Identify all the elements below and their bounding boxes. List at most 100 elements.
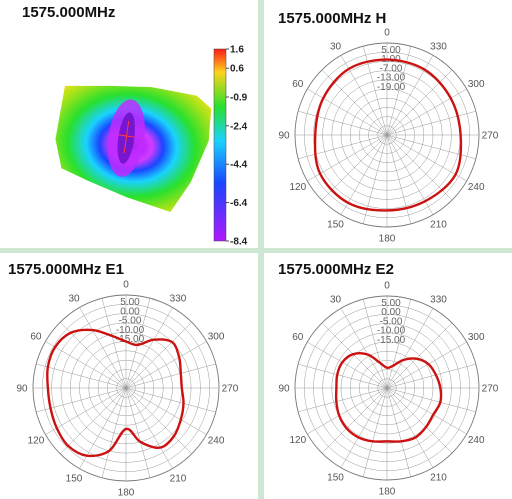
polar-grid-spoke — [125, 322, 192, 389]
polar-grid-spoke — [386, 110, 476, 136]
polar-angle-label: 60 — [292, 79, 304, 90]
polar-grid-spoke — [386, 299, 412, 389]
polar-grid-spoke — [298, 134, 388, 160]
polar-grid-spoke — [321, 69, 388, 136]
polar-angle-label: 90 — [16, 384, 28, 395]
polar-radial-tick-label: -15.00 — [116, 334, 145, 345]
polar-angle-label: 180 — [379, 487, 396, 498]
polar-grid-spoke — [321, 322, 388, 389]
polar-radial-tick-label: -10.00 — [377, 326, 406, 337]
polar-radial-tick-label: -19.00 — [377, 82, 406, 93]
polar-grid-spoke — [386, 88, 467, 136]
polar-angle-label: 120 — [289, 182, 306, 193]
polar-angle-label: 120 — [289, 435, 306, 446]
polar-angle-label: 240 — [468, 182, 485, 193]
polar-grid-spoke — [386, 322, 453, 389]
polar-angle-label: 210 — [170, 474, 187, 485]
polar-angle-label: 300 — [468, 332, 485, 343]
colorbar-tick-label: -6.4 — [230, 198, 248, 209]
polar-radial-tick-label: 0.00 — [381, 307, 401, 318]
polar-grid-spoke — [386, 308, 434, 389]
polar-radial-tick-label: -15.00 — [377, 335, 406, 346]
horizontal-divider — [0, 248, 512, 253]
polar-grid-spoke — [125, 387, 216, 413]
polar-angle-label: 60 — [30, 332, 42, 343]
polar-angle-label: 300 — [468, 79, 485, 90]
polar-grid-spoke — [307, 387, 388, 435]
polar-grid-spoke — [386, 387, 453, 454]
heatmap-surface — [55, 85, 212, 212]
polar-chart-h: 30033030027024021018015012090605.001.00-… — [278, 28, 498, 245]
polar-radial-tick-label: 5.00 — [381, 45, 401, 56]
polar-grid-spoke — [298, 363, 388, 389]
polar-radial-tick-label: -7.00 — [380, 63, 403, 74]
polar-angle-label: 240 — [468, 435, 485, 446]
polar-grid-spoke — [386, 387, 412, 477]
polar-grid-spoke — [386, 363, 476, 389]
polar-grid-spoke — [386, 134, 434, 215]
polar-grid-spoke — [298, 387, 388, 413]
polar-h-panel: 1575.000MHz H 30 0 330 300 270 240 210 180 150 12… — [264, 0, 512, 248]
polar-grid-spoke — [386, 134, 453, 201]
polar-radial-tick-label: 5.00 — [120, 297, 140, 308]
polar-grid-spoke — [386, 341, 467, 389]
panel-title: 1575.000MHz E1 — [8, 261, 124, 278]
polar-grid-spoke — [45, 387, 127, 435]
polar-e1-panel: 1575.000MHz E1 30 0 330 300 270 240 210 180 150 1… — [0, 253, 258, 499]
polar-angle-label: 30 — [330, 294, 342, 305]
polar-grid-spoke — [101, 387, 127, 478]
polar-radial-tick-label: -5.00 — [119, 316, 142, 327]
polar-angle-label: 0 — [384, 281, 390, 292]
polar-grid-spoke — [340, 308, 388, 389]
polar-grid-spoke — [362, 299, 388, 389]
polar-chart-e2: 30033030027024021018015012090605.000.00-… — [278, 281, 499, 498]
polar-grid-spoke — [307, 88, 388, 136]
polar-grid-spoke — [386, 69, 453, 136]
polar-grid-spoke — [307, 341, 388, 389]
polar-angle-label: 60 — [292, 332, 304, 343]
polar-angle-label: 90 — [278, 384, 290, 395]
polar-angle-label: 210 — [430, 473, 447, 484]
polar-angle-label: 270 — [222, 384, 239, 395]
polar-grid-spoke — [321, 387, 388, 454]
polar-radial-tick-label: -13.00 — [377, 73, 406, 84]
polar-grid-spoke — [125, 387, 151, 478]
polar-grid-spoke — [386, 387, 467, 435]
colorbar-tick-label: -0.9 — [230, 93, 248, 104]
polar-angle-label: 330 — [170, 293, 187, 304]
colorbar-tick-label: -2.4 — [230, 121, 248, 132]
polar-e2-panel: 1575.000MHz E2 30 0 330 300 270 240 210 180 150 1… — [264, 253, 512, 499]
polar-angle-label: 270 — [482, 384, 499, 395]
polar-grid-spoke — [386, 387, 434, 468]
polar-angle-label: 30 — [330, 41, 342, 52]
polar-grid-spoke — [60, 387, 127, 454]
polar-grid-spoke — [125, 298, 151, 389]
colorbar-tick-label: 0.6 — [230, 64, 244, 75]
panel-title: 1575.000MHz H — [278, 10, 387, 27]
colorbar-tick-label: -4.4 — [230, 160, 248, 171]
polar-angle-label: 240 — [208, 436, 225, 447]
polar-grid-spoke — [340, 134, 388, 215]
polar-radial-tick-label: 0.00 — [120, 306, 140, 317]
polar-grid-spoke — [386, 55, 434, 136]
polar-angle-label: 0 — [123, 280, 129, 291]
polar-series-line — [313, 58, 463, 212]
polar-angle-label: 150 — [327, 473, 344, 484]
polar-series-line — [334, 352, 443, 443]
colorbar-tick-label: -8.4 — [230, 237, 248, 248]
colorbar-tick-label: 1.6 — [230, 45, 244, 56]
polar-grid-spoke — [125, 341, 207, 389]
polar-grid-spoke — [340, 387, 388, 468]
heatmap-panel: 1575.000MHz — [0, 0, 258, 248]
polar-grid-spoke — [362, 387, 388, 477]
polar-grid-spoke — [321, 134, 388, 201]
polar-angle-label: 330 — [430, 41, 447, 52]
heatmap-chart: 1.6 0.6 -0.9 -2.4 -4.4 -6.4 -8.4 — [55, 45, 248, 248]
polar-grid-spoke — [79, 307, 127, 389]
polar-angle-label: 150 — [66, 474, 83, 485]
polar-grid-spoke — [101, 298, 127, 389]
polar-grid-spoke — [298, 110, 388, 136]
polar-grid-spoke — [125, 363, 216, 389]
polar-angle-label: 150 — [327, 220, 344, 231]
panel-title: 1575.000MHz E2 — [278, 261, 394, 278]
